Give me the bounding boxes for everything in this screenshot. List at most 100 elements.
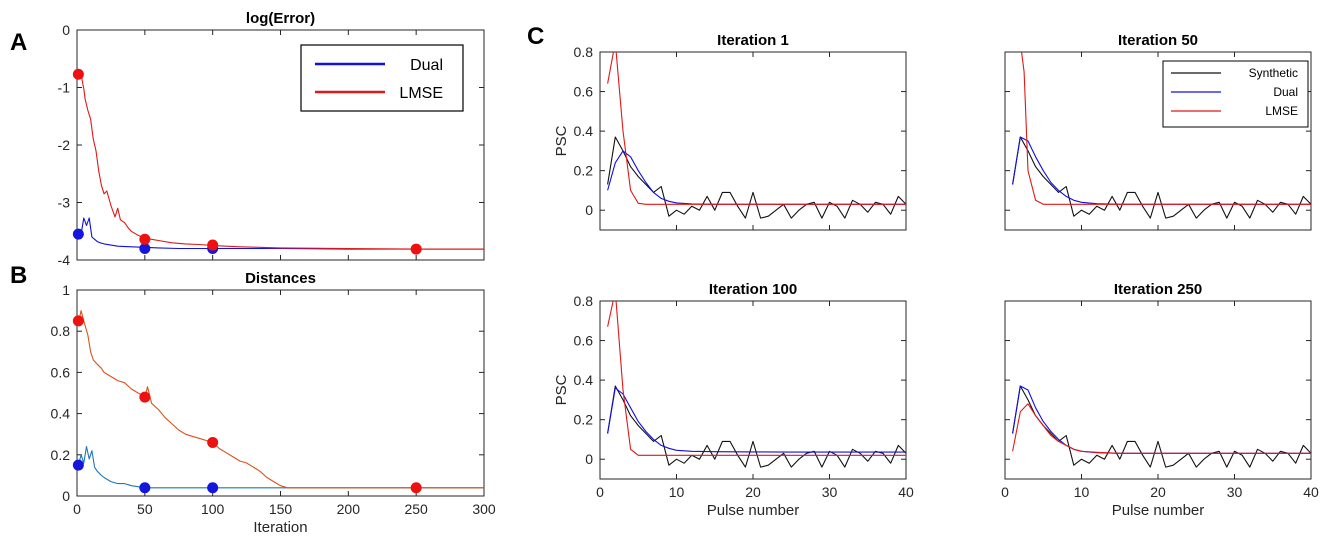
chart-iteration-1: Iteration 1 0 0.2 0.4 0.6 0.8 PSC	[553, 32, 907, 231]
y-tick-label: 0	[585, 451, 593, 467]
y-tick-label: 0.2	[574, 163, 594, 179]
y-axis-label: PSC	[553, 125, 570, 156]
y-tick-label: 0.4	[574, 123, 594, 139]
x-tick-label: 20	[745, 484, 761, 500]
series-line-lmse	[607, 52, 906, 205]
y-tick-label: 0.4	[51, 406, 71, 422]
y-tick-label: 0.6	[51, 364, 71, 380]
legend-label-synthetic: Synthetic	[1249, 66, 1298, 80]
marker-point-dual	[72, 228, 84, 240]
chart-title: Iteration 250	[1114, 281, 1202, 298]
x-tick-label: 30	[1227, 484, 1243, 500]
series-line-dual	[77, 446, 484, 489]
chart-distances: Distances 0 0.2 0.4 0.6 0.8 1 0 50 100 150 200 250 30…	[51, 270, 496, 536]
y-tick-label: 0	[62, 488, 70, 504]
x-tick-label: 10	[669, 484, 685, 500]
series-line-synthetic	[1012, 385, 1311, 468]
y-tick-label: -1	[58, 80, 71, 96]
y-tick-label: 0.8	[574, 293, 594, 309]
y-tick-label: -4	[58, 252, 71, 268]
x-tick-label: 150	[269, 501, 293, 517]
legend-label-dual: Dual	[410, 57, 443, 74]
y-tick-label: 0	[585, 202, 593, 218]
legend-label-dual: Dual	[1273, 85, 1298, 99]
series-line-dual	[78, 217, 484, 250]
panel-label-c: C	[527, 23, 544, 50]
chart-iteration-50: Iteration 50 Synthetic Dual LMSE	[1004, 32, 1312, 231]
chart-title: Iteration 100	[709, 281, 797, 298]
series-group	[1012, 52, 1311, 219]
series-group	[77, 310, 484, 489]
marker-point-dual	[72, 459, 84, 471]
series-line-synthetic	[1012, 136, 1311, 219]
legend-label-lmse: LMSE	[1265, 104, 1298, 118]
y-tick-label: -3	[58, 195, 71, 211]
marker-point-lmse	[410, 243, 422, 255]
y-axis-label: PSC	[553, 374, 570, 405]
y-tick-label: 1	[62, 282, 70, 298]
chart-title: Iteration 1	[717, 32, 789, 49]
panel-label-b: B	[10, 262, 27, 289]
y-tick-label: 0.8	[574, 44, 594, 60]
chart-log-error: log(Error) 0 -1 -2 -3 -4 Dual LMSE	[58, 10, 485, 268]
panel-label-a: A	[10, 29, 27, 56]
marker-point-lmse	[139, 391, 151, 403]
series-line-synthetic	[607, 136, 906, 219]
plot-area	[599, 51, 907, 231]
y-tick-label: -2	[58, 137, 71, 153]
x-tick-label: 20	[1150, 484, 1166, 500]
series-line-dual	[607, 387, 906, 453]
series-line-synthetic	[607, 385, 906, 468]
y-tick-label: 0.6	[574, 84, 594, 100]
series-line-lmse	[607, 301, 906, 456]
plot-area	[599, 300, 907, 480]
series-line-lmse	[1021, 52, 1311, 205]
marker-point-dual	[139, 482, 151, 494]
legend-box	[1162, 60, 1309, 128]
marker-point-lmse	[72, 315, 84, 327]
x-tick-label: 0	[73, 501, 81, 517]
x-axis-label: Pulse number	[1112, 502, 1205, 519]
x-tick-label: 30	[822, 484, 838, 500]
marker-point-lmse	[207, 239, 219, 251]
chart-title: Distances	[245, 270, 316, 287]
x-tick-label: 100	[201, 501, 225, 517]
x-tick-label: 50	[137, 501, 153, 517]
y-tick-label: 0	[62, 22, 70, 38]
x-tick-label: 0	[596, 484, 604, 500]
marker-point-dual	[207, 482, 219, 494]
x-tick-label: 200	[337, 501, 361, 517]
series-line-lmse	[1012, 403, 1311, 454]
y-tick-label: 0.2	[574, 412, 594, 428]
x-axis-label: Iteration	[253, 519, 307, 536]
marker-point-lmse	[410, 482, 422, 494]
x-axis-label: Pulse number	[707, 502, 800, 519]
plot-area	[1004, 300, 1312, 480]
marker-point-lmse	[139, 233, 151, 245]
marker-point-lmse	[72, 68, 84, 80]
y-tick-label: 0.8	[51, 323, 71, 339]
x-tick-label: 0	[1001, 484, 1009, 500]
series-line-lmse	[77, 72, 484, 250]
y-tick-label: 0.6	[574, 333, 594, 349]
y-tick-label: 0.4	[574, 372, 594, 388]
series-group	[607, 52, 906, 219]
x-tick-label: 300	[472, 501, 496, 517]
marker-point-lmse	[207, 436, 219, 448]
x-tick-label: 40	[898, 484, 914, 500]
series-line-lmse	[77, 310, 484, 489]
chart-title: Iteration 50	[1118, 32, 1198, 49]
y-tick-label: 0.2	[51, 447, 71, 463]
series-group	[607, 301, 906, 468]
x-tick-label: 250	[404, 501, 428, 517]
chart-iteration-250: Iteration 250 0 10 20 30 40 Pulse number	[1001, 281, 1319, 519]
x-tick-label: 40	[1303, 484, 1319, 500]
legend-box	[300, 44, 464, 112]
series-group	[1012, 385, 1311, 468]
legend-label-lmse: LMSE	[399, 85, 443, 102]
marker-point-dual	[139, 243, 151, 254]
series-group	[77, 72, 484, 250]
chart-iteration-100: Iteration 100 0 0.2 0.4 0.6 0.8 0 10 20 30 40 Pulse…	[553, 281, 914, 519]
x-tick-label: 10	[1074, 484, 1090, 500]
